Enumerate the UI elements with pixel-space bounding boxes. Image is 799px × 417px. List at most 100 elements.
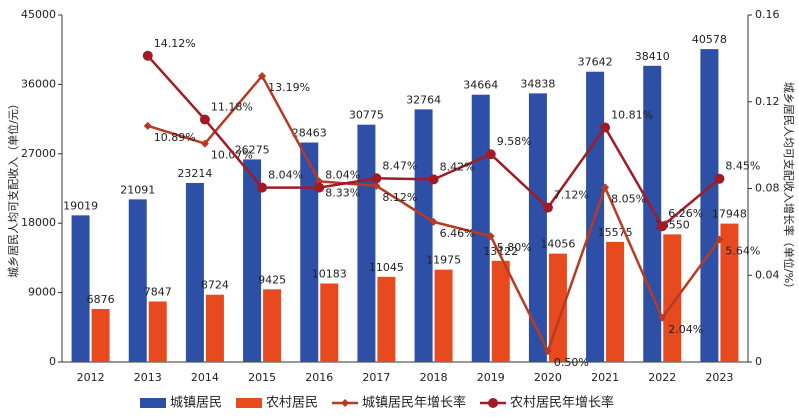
line-value-label: 5.64% [725, 245, 760, 258]
bar [300, 142, 319, 362]
bar-value-label: 8724 [201, 279, 229, 292]
line-value-label: 8.12% [382, 191, 417, 204]
line-value-label: 7.12% [554, 189, 589, 202]
point [257, 182, 268, 193]
x-tick-label: 2022 [648, 371, 676, 384]
bar [185, 182, 204, 362]
bar-value-label: 34838 [520, 77, 555, 90]
x-tick-label: 2016 [305, 371, 333, 384]
point [143, 121, 152, 130]
point [658, 313, 667, 322]
bar [320, 283, 339, 362]
line-value-label: 6.26% [668, 207, 703, 220]
point [715, 235, 724, 244]
y-tick-label: 27000 [21, 147, 56, 160]
point [258, 71, 267, 80]
x-tick-label: 2021 [591, 371, 619, 384]
point [542, 202, 553, 213]
point [543, 347, 552, 356]
y-axis-title: 城乡居民人均可支配收入（单位/元） [6, 98, 20, 278]
legend-label: 城镇居民年增长率 [362, 395, 466, 411]
y2-tick-label: 0.04 [755, 268, 780, 281]
bar-value-label: 9425 [258, 273, 286, 286]
bar-value-label: 32764 [406, 93, 441, 106]
y-tick-label: 45000 [21, 8, 56, 21]
bar [643, 65, 662, 362]
bar [263, 289, 282, 362]
bar-value-label: 26275 [235, 143, 270, 156]
bar [205, 294, 224, 362]
line-value-label: 8.04% [325, 169, 360, 182]
bar-value-label: 23214 [177, 167, 212, 180]
point [429, 217, 438, 226]
line-value-label: 9.58% [497, 135, 532, 148]
bar [91, 308, 110, 362]
bar-value-label: 11975 [426, 254, 461, 267]
line-value-label: 10.07% [211, 149, 253, 162]
bar-value-label: 21091 [120, 183, 155, 196]
bar [71, 215, 90, 362]
y-tick-label: 36000 [21, 77, 56, 90]
line-value-label: 5.80% [497, 241, 532, 254]
line-value-label: 10.81% [611, 109, 653, 122]
x-tick-label: 2013 [134, 371, 162, 384]
point [372, 181, 381, 190]
line-value-label: 8.45% [725, 160, 760, 173]
line-value-label: 6.46% [440, 227, 475, 240]
bar [357, 124, 376, 362]
bar [663, 234, 682, 362]
x-tick-label: 2017 [362, 371, 390, 384]
bar [491, 260, 510, 362]
line-value-label: 8.33% [325, 186, 360, 199]
bar-value-label: 34664 [463, 79, 498, 92]
bar-value-label: 6876 [87, 293, 115, 306]
bar-value-label: 11045 [369, 261, 404, 274]
point [714, 173, 725, 184]
point [428, 174, 439, 185]
bar [434, 269, 453, 362]
bar [414, 109, 433, 363]
line-value-label: 8.47% [382, 159, 417, 172]
point [657, 221, 668, 232]
line-value-label: 11.18% [211, 101, 253, 114]
bar-value-label: 40578 [692, 33, 727, 46]
point [199, 114, 210, 125]
legend-marker [488, 398, 499, 408]
legend-marker [341, 399, 350, 407]
y-tick-label: 0 [49, 355, 56, 368]
line-value-label: 0.50% [554, 356, 589, 369]
bar [720, 223, 739, 362]
line-value-label: 10.89% [154, 131, 196, 144]
point [600, 122, 611, 133]
y-tick-label: 9000 [28, 286, 56, 299]
y-tick-label: 18000 [21, 216, 56, 229]
bar [148, 301, 167, 362]
point [314, 182, 325, 193]
y2-axis-title: 城乡居民人均可支配收入增长率（单位/%） [782, 82, 796, 294]
bar-value-label: 10183 [312, 267, 347, 280]
bar-value-label: 19019 [63, 199, 98, 212]
point [601, 183, 610, 192]
bar-value-label: 7847 [144, 285, 172, 298]
bar-value-label: 28463 [292, 127, 327, 140]
line-value-label: 8.04% [268, 169, 303, 182]
y2-tick-label: 0 [755, 355, 762, 368]
bar [243, 159, 262, 362]
point [371, 173, 382, 184]
x-tick-label: 2018 [420, 371, 448, 384]
x-tick-label: 2012 [77, 371, 105, 384]
line-value-label: 13.19% [268, 81, 310, 94]
point [200, 139, 209, 148]
point [486, 232, 495, 241]
x-tick-label: 2014 [191, 371, 219, 384]
bar-value-label: 17948 [712, 208, 747, 221]
legend-swatch [236, 398, 263, 408]
y2-tick-label: 0.12 [755, 95, 780, 108]
bar-value-label: 13122 [483, 245, 518, 258]
bar [377, 276, 396, 362]
bar [606, 241, 625, 362]
line-value-label: 8.42% [440, 160, 475, 173]
bar [528, 93, 547, 362]
line-value-label: 14.12% [154, 37, 196, 50]
